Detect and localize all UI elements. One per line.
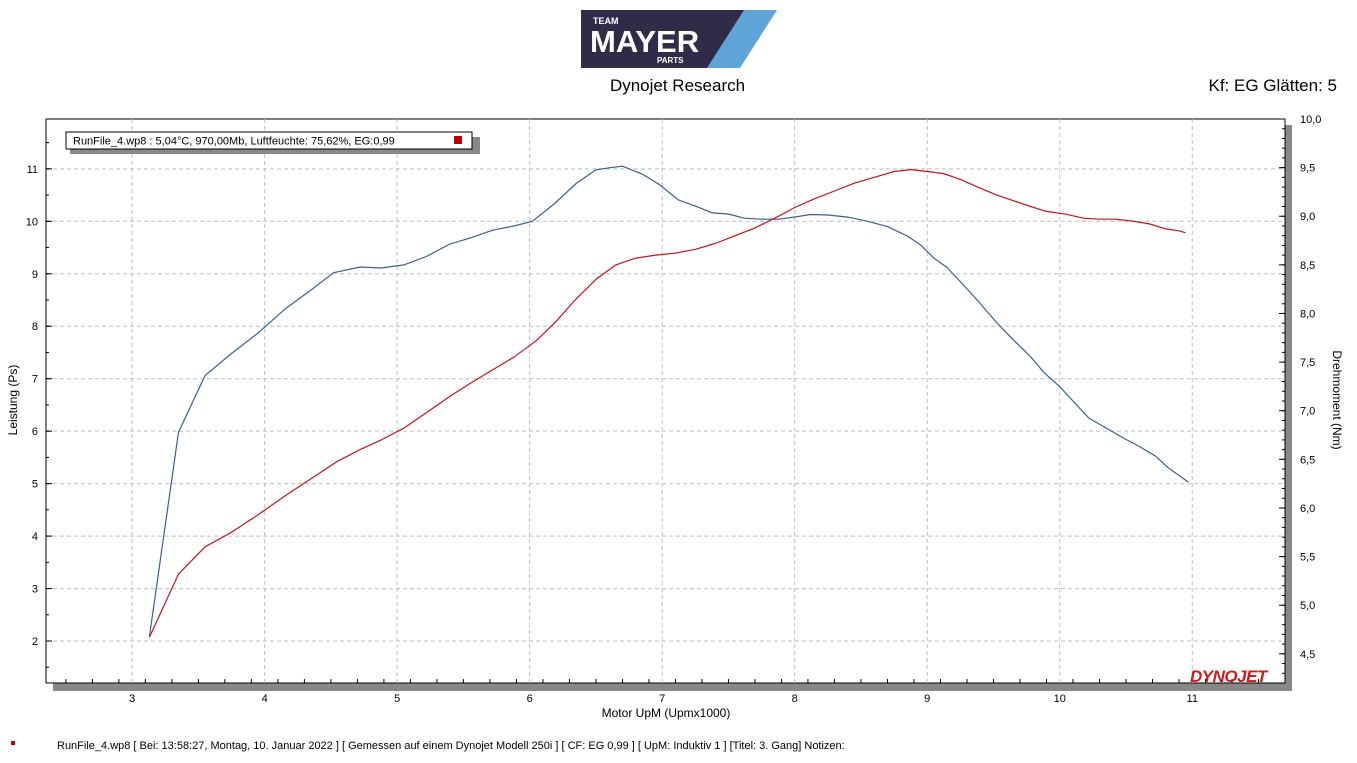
y2-tick-label: 4,5 [1300, 649, 1315, 661]
y-tick-label: 2 [32, 636, 38, 648]
series-group [148, 165, 1189, 638]
y2-tick-label: 8,5 [1300, 260, 1315, 272]
y-tick-label: 11 [27, 164, 38, 176]
legend: RunFile_4.wp8 : 5,04°C, 970,00Mb, Luftfe… [65, 131, 480, 154]
power-line [148, 165, 1189, 637]
legend-marker [454, 136, 462, 144]
y2-tick-label: 9,5 [1300, 163, 1315, 175]
legend-box [65, 131, 473, 150]
y-tick-label: 9 [32, 269, 38, 281]
y-tick-label: 7 [32, 374, 38, 386]
logo-text-mayer: MAYER [590, 24, 699, 59]
y-tick-label: 5 [32, 479, 38, 491]
dynojet-watermark: DYNOJET [1190, 667, 1269, 686]
x-tick-label: 8 [792, 693, 798, 705]
footer-marker [11, 741, 15, 745]
y2-tick-label: 7,5 [1300, 357, 1315, 369]
x-tick-label: 9 [924, 693, 930, 705]
y-axis-label: Leistung (Ps) [6, 365, 20, 436]
y2-tick-label: 5,5 [1300, 552, 1315, 564]
run-info-footer: RunFile_4.wp8 [ Bei: 13:58:27, Montag, 1… [57, 740, 845, 752]
y2-tick-label: 6,0 [1300, 503, 1315, 515]
y-tick-label: 3 [32, 584, 38, 596]
logo-text-parts: PARTS [657, 56, 684, 65]
axis-ticks: 3 4 5 6 7 8 9 10 11 2 3 4 5 6 7 8 9 10 11 4,5 5,0 5,5 6,0 6,5 7,… [26, 114, 1322, 705]
y2-tick-label: 8,0 [1300, 308, 1315, 320]
y2-tick-label: 10,0 [1300, 114, 1321, 126]
logo-accent-stripe [697, 10, 777, 68]
grid [46, 119, 1285, 683]
x-tick-label: 10 [1054, 693, 1066, 705]
y-tick-label: 10 [26, 216, 38, 228]
y-tick-label: 8 [32, 321, 38, 333]
logo-text-team: TEAM [593, 16, 619, 26]
x-tick-label: 6 [527, 693, 533, 705]
smoothing-label: Kf: EG Glätten: 5 [1208, 76, 1337, 95]
x-tick-label: 11 [1187, 693, 1198, 705]
y2-tick-label: 7,0 [1300, 406, 1315, 418]
logo-background [581, 10, 744, 68]
y2-tick-label: 5,0 [1300, 600, 1315, 612]
plot-area [45, 118, 1286, 684]
x-tick-label: 3 [129, 693, 135, 705]
x-tick-label: 5 [394, 693, 400, 705]
team-mayer-parts-logo: TEAM MAYER PARTS [581, 10, 777, 68]
y-tick-label: 4 [32, 531, 38, 543]
legend-entry: RunFile_4.wp8 : 5,04°C, 970,00Mb, Luftfe… [73, 136, 395, 148]
torque-line [148, 169, 1186, 638]
y2-tick-label: 9,0 [1300, 211, 1315, 223]
y2-axis-label: Drehmoment (Nm) [1330, 350, 1344, 449]
x-axis-label: Motor UpM (Upmx1000) [602, 706, 731, 720]
dyno-chart: 3 4 5 6 7 8 9 10 11 2 3 4 5 6 7 8 9 10 11 4,5 5,0 5,5 6,0 6,5 7,… [6, 114, 1344, 720]
x-tick-label: 7 [659, 693, 665, 705]
y-tick-label: 6 [32, 426, 38, 438]
y2-tick-label: 6,5 [1300, 454, 1315, 466]
chart-subtitle: Dynojet Research [609, 76, 746, 95]
x-tick-label: 4 [262, 693, 268, 705]
